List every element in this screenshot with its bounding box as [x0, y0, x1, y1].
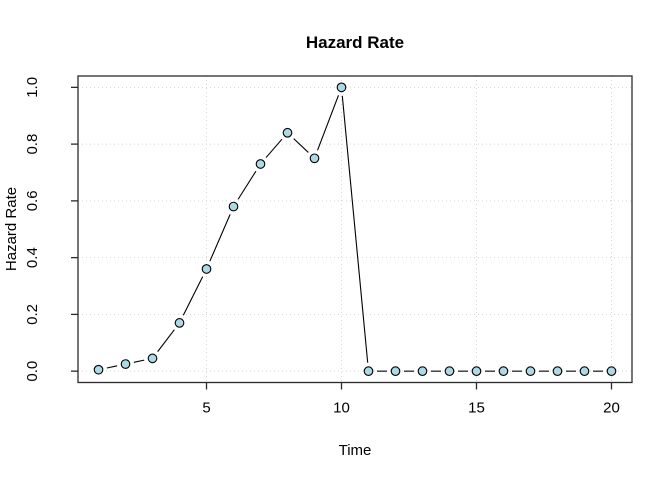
line-segment	[265, 138, 283, 158]
data-point	[606, 366, 617, 376]
data-point	[309, 153, 320, 164]
data-point	[579, 366, 590, 376]
data-point	[498, 366, 509, 376]
y-tick-label: 0.6	[24, 190, 41, 211]
data-point	[525, 366, 536, 376]
line-segment	[293, 138, 309, 153]
y-tick-label: 0.0	[24, 361, 41, 382]
chart-title: Hazard Rate	[306, 33, 404, 52]
data-point	[552, 366, 563, 376]
y-axis-label: Hazard Rate	[3, 187, 20, 271]
x-tick-label: 20	[603, 400, 620, 417]
line-segment	[341, 95, 369, 363]
data-point	[120, 359, 131, 369]
data-point	[93, 364, 104, 375]
line-segment	[209, 214, 231, 262]
data-point	[174, 318, 185, 328]
y-tick-label: 1.0	[24, 77, 41, 98]
grid-layer	[78, 76, 632, 383]
line-segment	[237, 170, 257, 200]
x-tick-label: 10	[333, 400, 350, 417]
x-tick-label: 15	[468, 400, 485, 417]
line-segment	[157, 329, 175, 352]
data-point	[255, 159, 266, 169]
line-segment	[133, 359, 145, 363]
series-layer	[93, 82, 617, 376]
x-axis-label: Time	[339, 442, 372, 459]
data-point	[228, 201, 239, 212]
line-segment	[182, 276, 204, 316]
data-point	[417, 366, 428, 376]
data-point	[147, 353, 158, 364]
plot-border-box	[77, 75, 633, 384]
x-tick-label: 5	[202, 400, 210, 417]
data-point	[471, 366, 482, 376]
line-segment	[106, 365, 118, 369]
data-point	[444, 366, 455, 376]
data-point	[390, 366, 401, 376]
data-point	[363, 366, 374, 376]
data-point	[336, 82, 347, 93]
axis-layer: 5 10 15 20 0.0 0.2 0.4 0.6 0.8 1.0	[24, 77, 620, 417]
line-segment	[317, 95, 339, 151]
y-tick-label: 0.8	[24, 134, 41, 155]
y-tick-label: 0.2	[24, 304, 41, 325]
y-tick-label: 0.4	[24, 247, 41, 268]
data-point	[282, 127, 293, 138]
data-point	[201, 264, 212, 274]
